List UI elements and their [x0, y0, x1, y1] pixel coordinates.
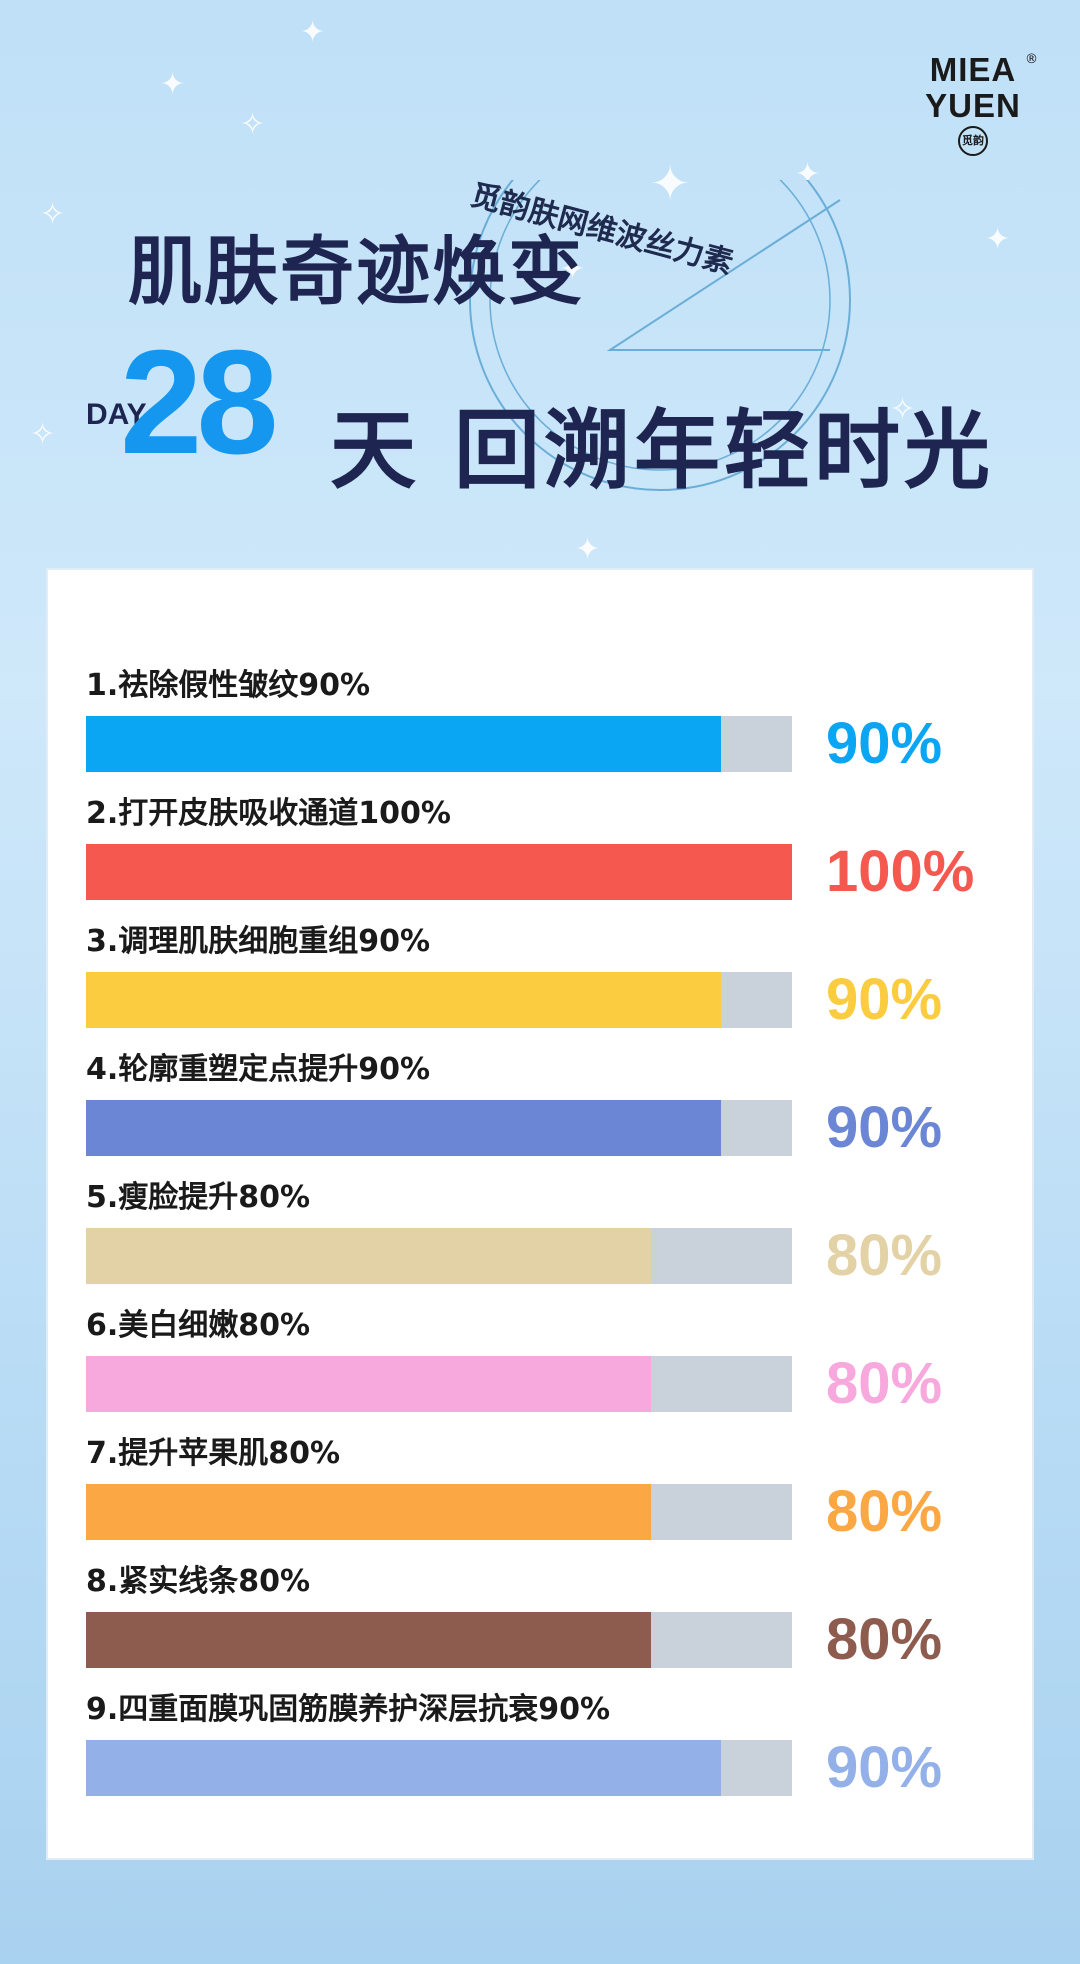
- chart-panel: 1.祛除假性皱纹90% 90% 2.打开皮肤吸收通道100% 100% 3.调理肌肤细胞…: [46, 568, 1034, 1860]
- value-label: 80%: [826, 1607, 943, 1672]
- value-label: 100%: [826, 839, 975, 904]
- bar: [86, 1740, 721, 1796]
- bar-track: [86, 972, 792, 1028]
- bar: [86, 1356, 651, 1412]
- page-title-line-2: 天 回溯年轻时光: [330, 401, 994, 501]
- bar: [86, 1228, 651, 1284]
- bar: [86, 716, 721, 772]
- bar-track: [86, 1612, 792, 1668]
- bar-track: [86, 1740, 792, 1796]
- page-title: 肌肤奇迹焕变: [128, 229, 584, 315]
- bar: [86, 1484, 651, 1540]
- bar-label: 2.打开皮肤吸收通道100%: [86, 796, 451, 831]
- sparkle-icon: ✦: [650, 156, 691, 212]
- sparkle-icon: ✧: [240, 107, 266, 142]
- value-label: 80%: [826, 1223, 943, 1288]
- logo-line-2: YUEN: [925, 87, 1021, 124]
- bar-label: 6.美白细嫩80%: [86, 1308, 311, 1343]
- sparkle-icon: ✧: [890, 392, 916, 427]
- bar-track: [86, 1484, 792, 1540]
- bar-track: [86, 844, 792, 900]
- bar-label: 3.调理肌肤细胞重组90%: [86, 924, 431, 959]
- sparkle-icon: ✦: [575, 532, 601, 567]
- day-label: DAY: [86, 398, 147, 431]
- value-label: 90%: [826, 1095, 943, 1160]
- bar-track: [86, 1356, 792, 1412]
- bar-label: 1.祛除假性皱纹90%: [86, 668, 371, 703]
- value-label: 80%: [826, 1351, 943, 1416]
- bar-label: 4.轮廓重塑定点提升90%: [86, 1052, 431, 1087]
- sparkle-icon: ✦: [560, 252, 586, 287]
- bar: [86, 844, 792, 900]
- bar-label: 7.提升苹果肌80%: [86, 1436, 341, 1471]
- bar: [86, 1612, 651, 1668]
- bar: [86, 972, 721, 1028]
- bar-label: 5.瘦脸提升80%: [86, 1180, 311, 1215]
- decorative-rings: [469, 180, 851, 491]
- bar-track: [86, 1100, 792, 1156]
- value-label: 90%: [826, 967, 943, 1032]
- bar-label: 8.紧实线条80%: [86, 1564, 311, 1599]
- bar-label: 9.四重面膜巩固筋膜养护深层抗衰90%: [86, 1692, 611, 1727]
- sparkle-icon: ✦: [985, 222, 1011, 257]
- sparkle-icon: ✦: [300, 15, 326, 50]
- day-number: 28: [120, 320, 279, 485]
- bar-track: [86, 716, 792, 772]
- value-label: 90%: [826, 711, 943, 776]
- bar-track: [86, 1228, 792, 1284]
- sparkle-icon: ✦: [160, 67, 186, 102]
- registered-mark: ®: [1025, 52, 1038, 67]
- sparkle-icon: ✦: [795, 157, 821, 192]
- sparkle-icon: ✧: [40, 197, 66, 232]
- value-label: 90%: [826, 1735, 943, 1800]
- brand-logo: ® MIEA YUEN 觅韵: [908, 52, 1038, 156]
- logo-line-1: MIEA: [929, 51, 1017, 88]
- bar: [86, 1100, 721, 1156]
- sparkle-icon: ✧: [30, 417, 56, 452]
- value-label: 80%: [826, 1479, 943, 1544]
- logo-seal: 觅韵: [958, 126, 988, 156]
